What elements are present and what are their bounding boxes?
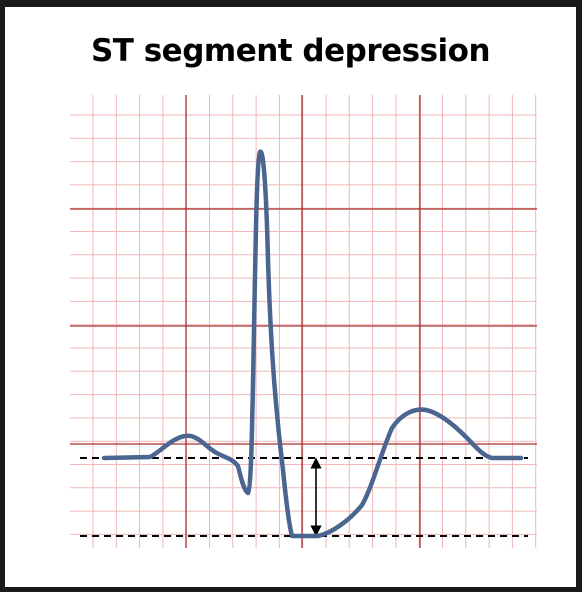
ecg-trace bbox=[101, 149, 524, 539]
figure-title: ST segment depression bbox=[90, 33, 491, 69]
minor-gridlines bbox=[70, 95, 537, 548]
major-gridlines bbox=[70, 95, 537, 548]
ecg-figure: ST segment depression bbox=[5, 7, 576, 587]
